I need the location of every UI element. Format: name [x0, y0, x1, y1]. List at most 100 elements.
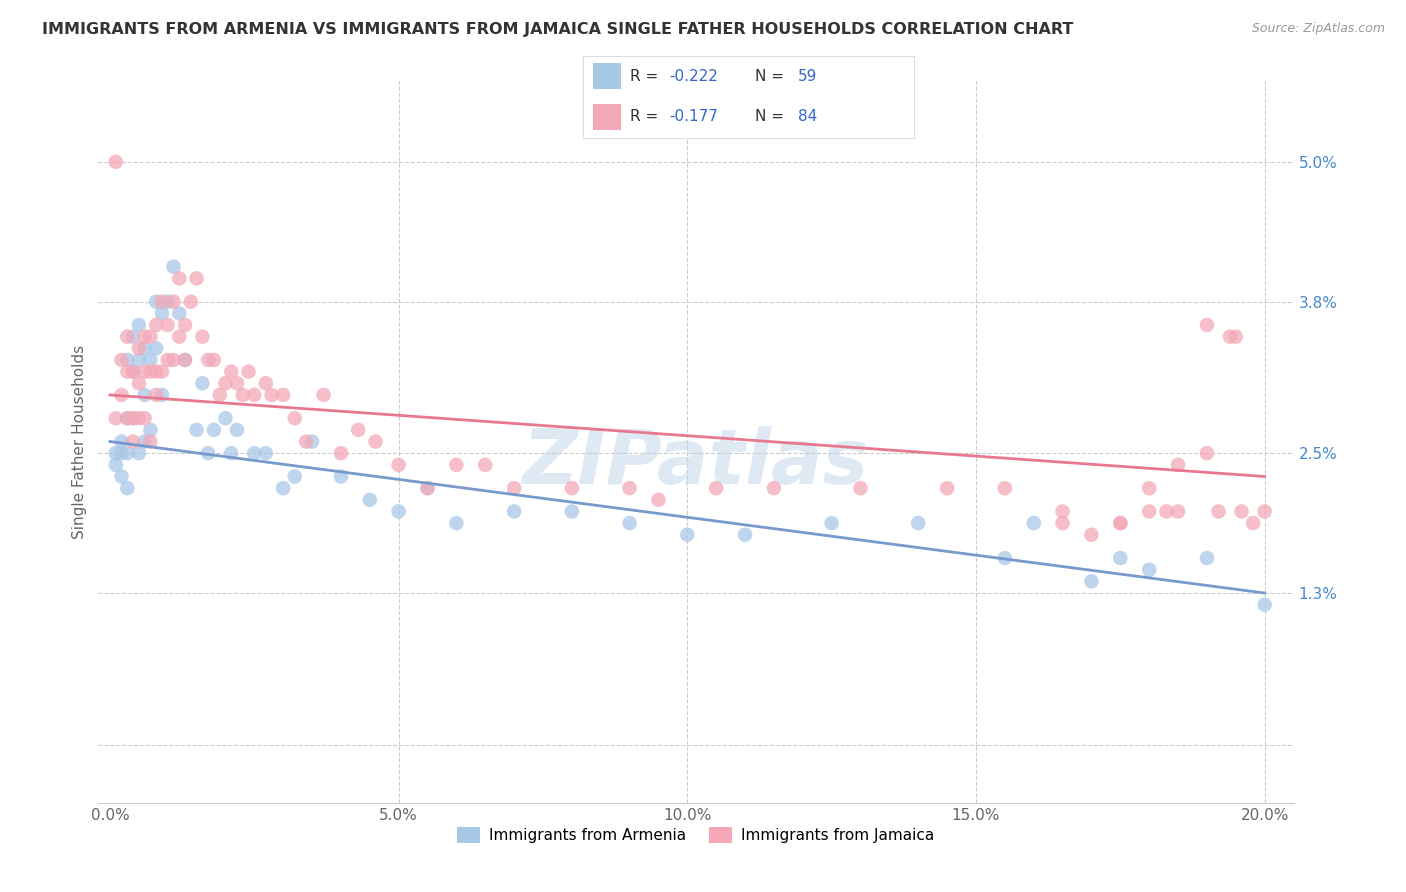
Point — [104, 411, 127, 425]
Point — [446, 516, 468, 530]
Point — [260, 388, 283, 402]
Y-axis label: Single Father Households: Single Father Households — [72, 344, 87, 539]
Point — [191, 329, 214, 343]
Point — [1109, 551, 1132, 566]
Point — [312, 388, 335, 402]
Point — [145, 341, 167, 355]
Point — [180, 294, 202, 309]
Point — [150, 294, 173, 309]
Point — [214, 411, 236, 425]
Point — [110, 388, 132, 402]
Point — [162, 294, 184, 309]
Point — [134, 411, 156, 425]
Point — [117, 329, 139, 343]
Point — [329, 446, 352, 460]
Point — [128, 411, 150, 425]
Point — [347, 423, 370, 437]
Point — [676, 528, 699, 542]
Text: Source: ZipAtlas.com: Source: ZipAtlas.com — [1251, 22, 1385, 36]
Point — [1225, 329, 1247, 343]
Point — [145, 318, 167, 332]
Point — [219, 446, 242, 460]
Point — [134, 365, 156, 379]
Point — [1195, 318, 1218, 332]
Point — [1137, 481, 1160, 495]
Point — [232, 388, 254, 402]
Text: IMMIGRANTS FROM ARMENIA VS IMMIGRANTS FROM JAMAICA SINGLE FATHER HOUSEHOLDS CORR: IMMIGRANTS FROM ARMENIA VS IMMIGRANTS FR… — [42, 22, 1074, 37]
Point — [271, 481, 294, 495]
Point — [295, 434, 318, 449]
Point — [139, 353, 162, 368]
Point — [301, 434, 323, 449]
Point — [561, 504, 583, 518]
Point — [202, 353, 225, 368]
Point — [243, 446, 266, 460]
Point — [762, 481, 785, 495]
Text: -0.177: -0.177 — [669, 109, 718, 124]
Point — [271, 388, 294, 402]
Point — [186, 423, 208, 437]
Point — [1219, 329, 1241, 343]
Point — [167, 271, 190, 285]
Point — [122, 329, 145, 343]
Point — [156, 294, 179, 309]
Point — [134, 434, 156, 449]
Bar — [593, 103, 621, 130]
Point — [284, 411, 307, 425]
Text: R =: R = — [630, 109, 662, 124]
Point — [254, 446, 277, 460]
Point — [122, 411, 145, 425]
Point — [145, 388, 167, 402]
Point — [1241, 516, 1264, 530]
Point — [849, 481, 872, 495]
Point — [704, 481, 727, 495]
Point — [128, 318, 150, 332]
Point — [117, 365, 139, 379]
Point — [174, 318, 197, 332]
Text: N =: N = — [755, 69, 789, 84]
Point — [936, 481, 959, 495]
Text: 84: 84 — [799, 109, 817, 124]
Point — [150, 306, 173, 320]
Point — [388, 504, 411, 518]
Point — [503, 504, 526, 518]
Point — [1080, 528, 1102, 542]
Point — [117, 446, 139, 460]
Point — [167, 329, 190, 343]
Text: ZIPatlas: ZIPatlas — [523, 426, 869, 500]
Point — [1195, 446, 1218, 460]
Point — [994, 481, 1017, 495]
Point — [734, 528, 756, 542]
Point — [139, 365, 162, 379]
Point — [219, 365, 242, 379]
Point — [117, 411, 139, 425]
Point — [104, 154, 127, 169]
Point — [561, 481, 583, 495]
Point — [162, 260, 184, 274]
Text: N =: N = — [755, 109, 789, 124]
Point — [1137, 504, 1160, 518]
Point — [186, 271, 208, 285]
Point — [139, 329, 162, 343]
Point — [503, 481, 526, 495]
Point — [329, 469, 352, 483]
Point — [162, 353, 184, 368]
Point — [110, 353, 132, 368]
Point — [1253, 504, 1275, 518]
Point — [110, 434, 132, 449]
Point — [197, 446, 219, 460]
Point — [359, 492, 381, 507]
Point — [145, 365, 167, 379]
Point — [167, 306, 190, 320]
Point — [1208, 504, 1230, 518]
Point — [191, 376, 214, 391]
Point — [104, 446, 127, 460]
Point — [254, 376, 277, 391]
Point — [994, 551, 1017, 566]
Point — [122, 365, 145, 379]
Point — [619, 516, 641, 530]
Point — [214, 376, 236, 391]
Point — [117, 481, 139, 495]
Text: R =: R = — [630, 69, 662, 84]
Point — [1167, 504, 1189, 518]
